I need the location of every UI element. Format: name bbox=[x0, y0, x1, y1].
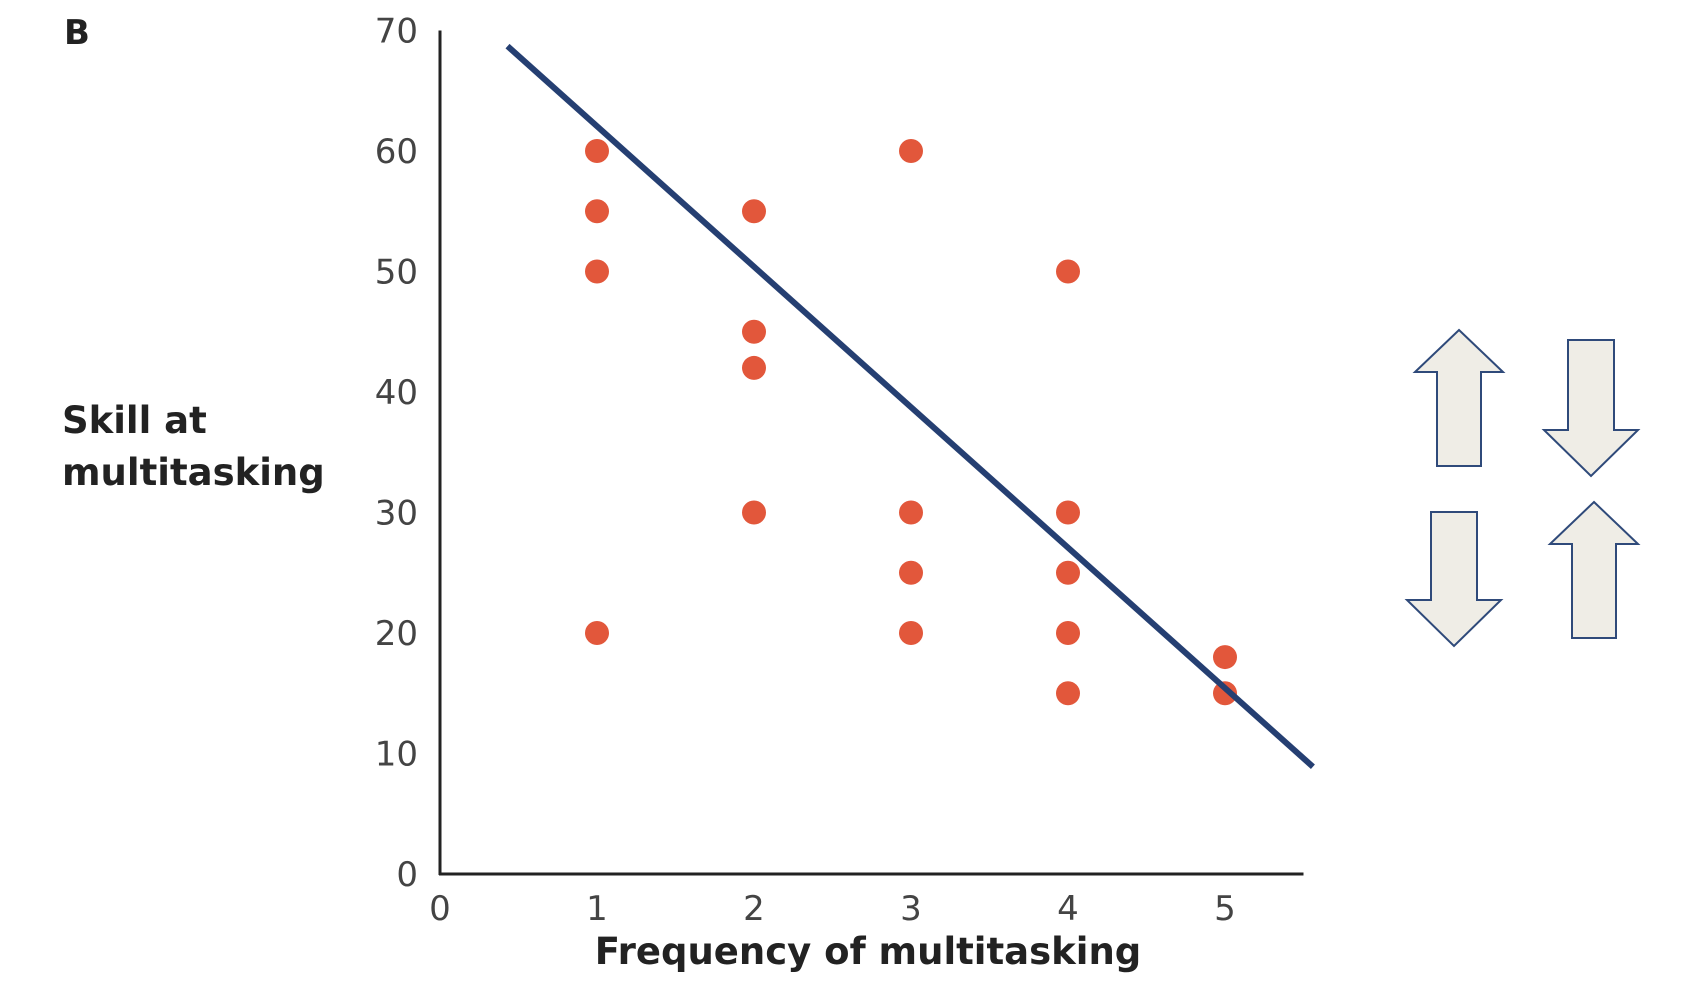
data-point bbox=[899, 139, 923, 163]
y-tick-label: 10 bbox=[375, 735, 418, 775]
data-point bbox=[742, 355, 766, 380]
up-arrow-bottom-right-icon bbox=[1547, 500, 1641, 639]
x-tick-label: 4 bbox=[1057, 889, 1079, 929]
data-point bbox=[742, 319, 766, 344]
data-point bbox=[1056, 681, 1080, 706]
y-tick-labels: 0 10 20 30 40 50 60 70 bbox=[375, 12, 418, 896]
y-tick-label: 40 bbox=[375, 373, 418, 413]
data-points bbox=[585, 139, 1237, 706]
data-point bbox=[585, 259, 609, 284]
data-point bbox=[1213, 681, 1237, 706]
y-tick-label: 50 bbox=[375, 253, 418, 293]
x-tick-label: 0 bbox=[429, 889, 451, 929]
data-point bbox=[1056, 259, 1080, 284]
x-tick-label: 1 bbox=[586, 889, 608, 929]
data-point bbox=[899, 500, 923, 525]
panel-label: B bbox=[64, 13, 90, 53]
down-arrow-bottom-left-icon bbox=[1404, 511, 1504, 648]
x-tick-label: 2 bbox=[743, 889, 765, 929]
data-point bbox=[585, 139, 609, 163]
y-tick-label: 20 bbox=[375, 614, 418, 654]
direction-arrows bbox=[1404, 328, 1641, 648]
data-point bbox=[899, 621, 923, 645]
x-tick-labels: 0 1 2 3 4 5 bbox=[429, 889, 1236, 929]
y-axis-title-line-1: Skill at bbox=[62, 399, 207, 442]
y-tick-label: 30 bbox=[375, 494, 418, 534]
data-point bbox=[742, 199, 766, 224]
x-tick-label: 3 bbox=[900, 889, 922, 929]
y-tick-label: 70 bbox=[375, 12, 418, 52]
x-tick-label: 5 bbox=[1214, 889, 1236, 929]
data-point bbox=[899, 560, 923, 585]
axes bbox=[438, 30, 1304, 876]
y-axis-title: Skill at multitasking bbox=[62, 399, 325, 494]
data-point bbox=[1056, 621, 1080, 645]
trend-line-group bbox=[505, 43, 1315, 769]
down-arrow-top-right-icon bbox=[1541, 339, 1641, 478]
x-axis-title: Frequency of multitasking bbox=[595, 930, 1142, 973]
data-point bbox=[1056, 500, 1080, 525]
data-point bbox=[1056, 560, 1080, 585]
data-point bbox=[585, 199, 609, 224]
data-point bbox=[742, 500, 766, 525]
up-arrow-top-left-icon bbox=[1412, 328, 1506, 467]
trend-line bbox=[505, 43, 1315, 769]
y-tick-label: 60 bbox=[375, 132, 418, 172]
data-point bbox=[1213, 645, 1237, 670]
y-axis-title-line-2: multitasking bbox=[62, 451, 325, 494]
data-point bbox=[585, 621, 609, 645]
y-tick-label: 0 bbox=[396, 855, 418, 895]
